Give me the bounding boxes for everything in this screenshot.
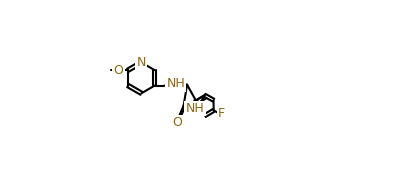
Text: O: O <box>114 64 123 77</box>
Text: NH: NH <box>166 77 185 90</box>
Text: N: N <box>137 56 146 69</box>
Text: O: O <box>173 116 182 129</box>
Text: NH: NH <box>185 102 204 115</box>
Text: F: F <box>218 107 225 120</box>
